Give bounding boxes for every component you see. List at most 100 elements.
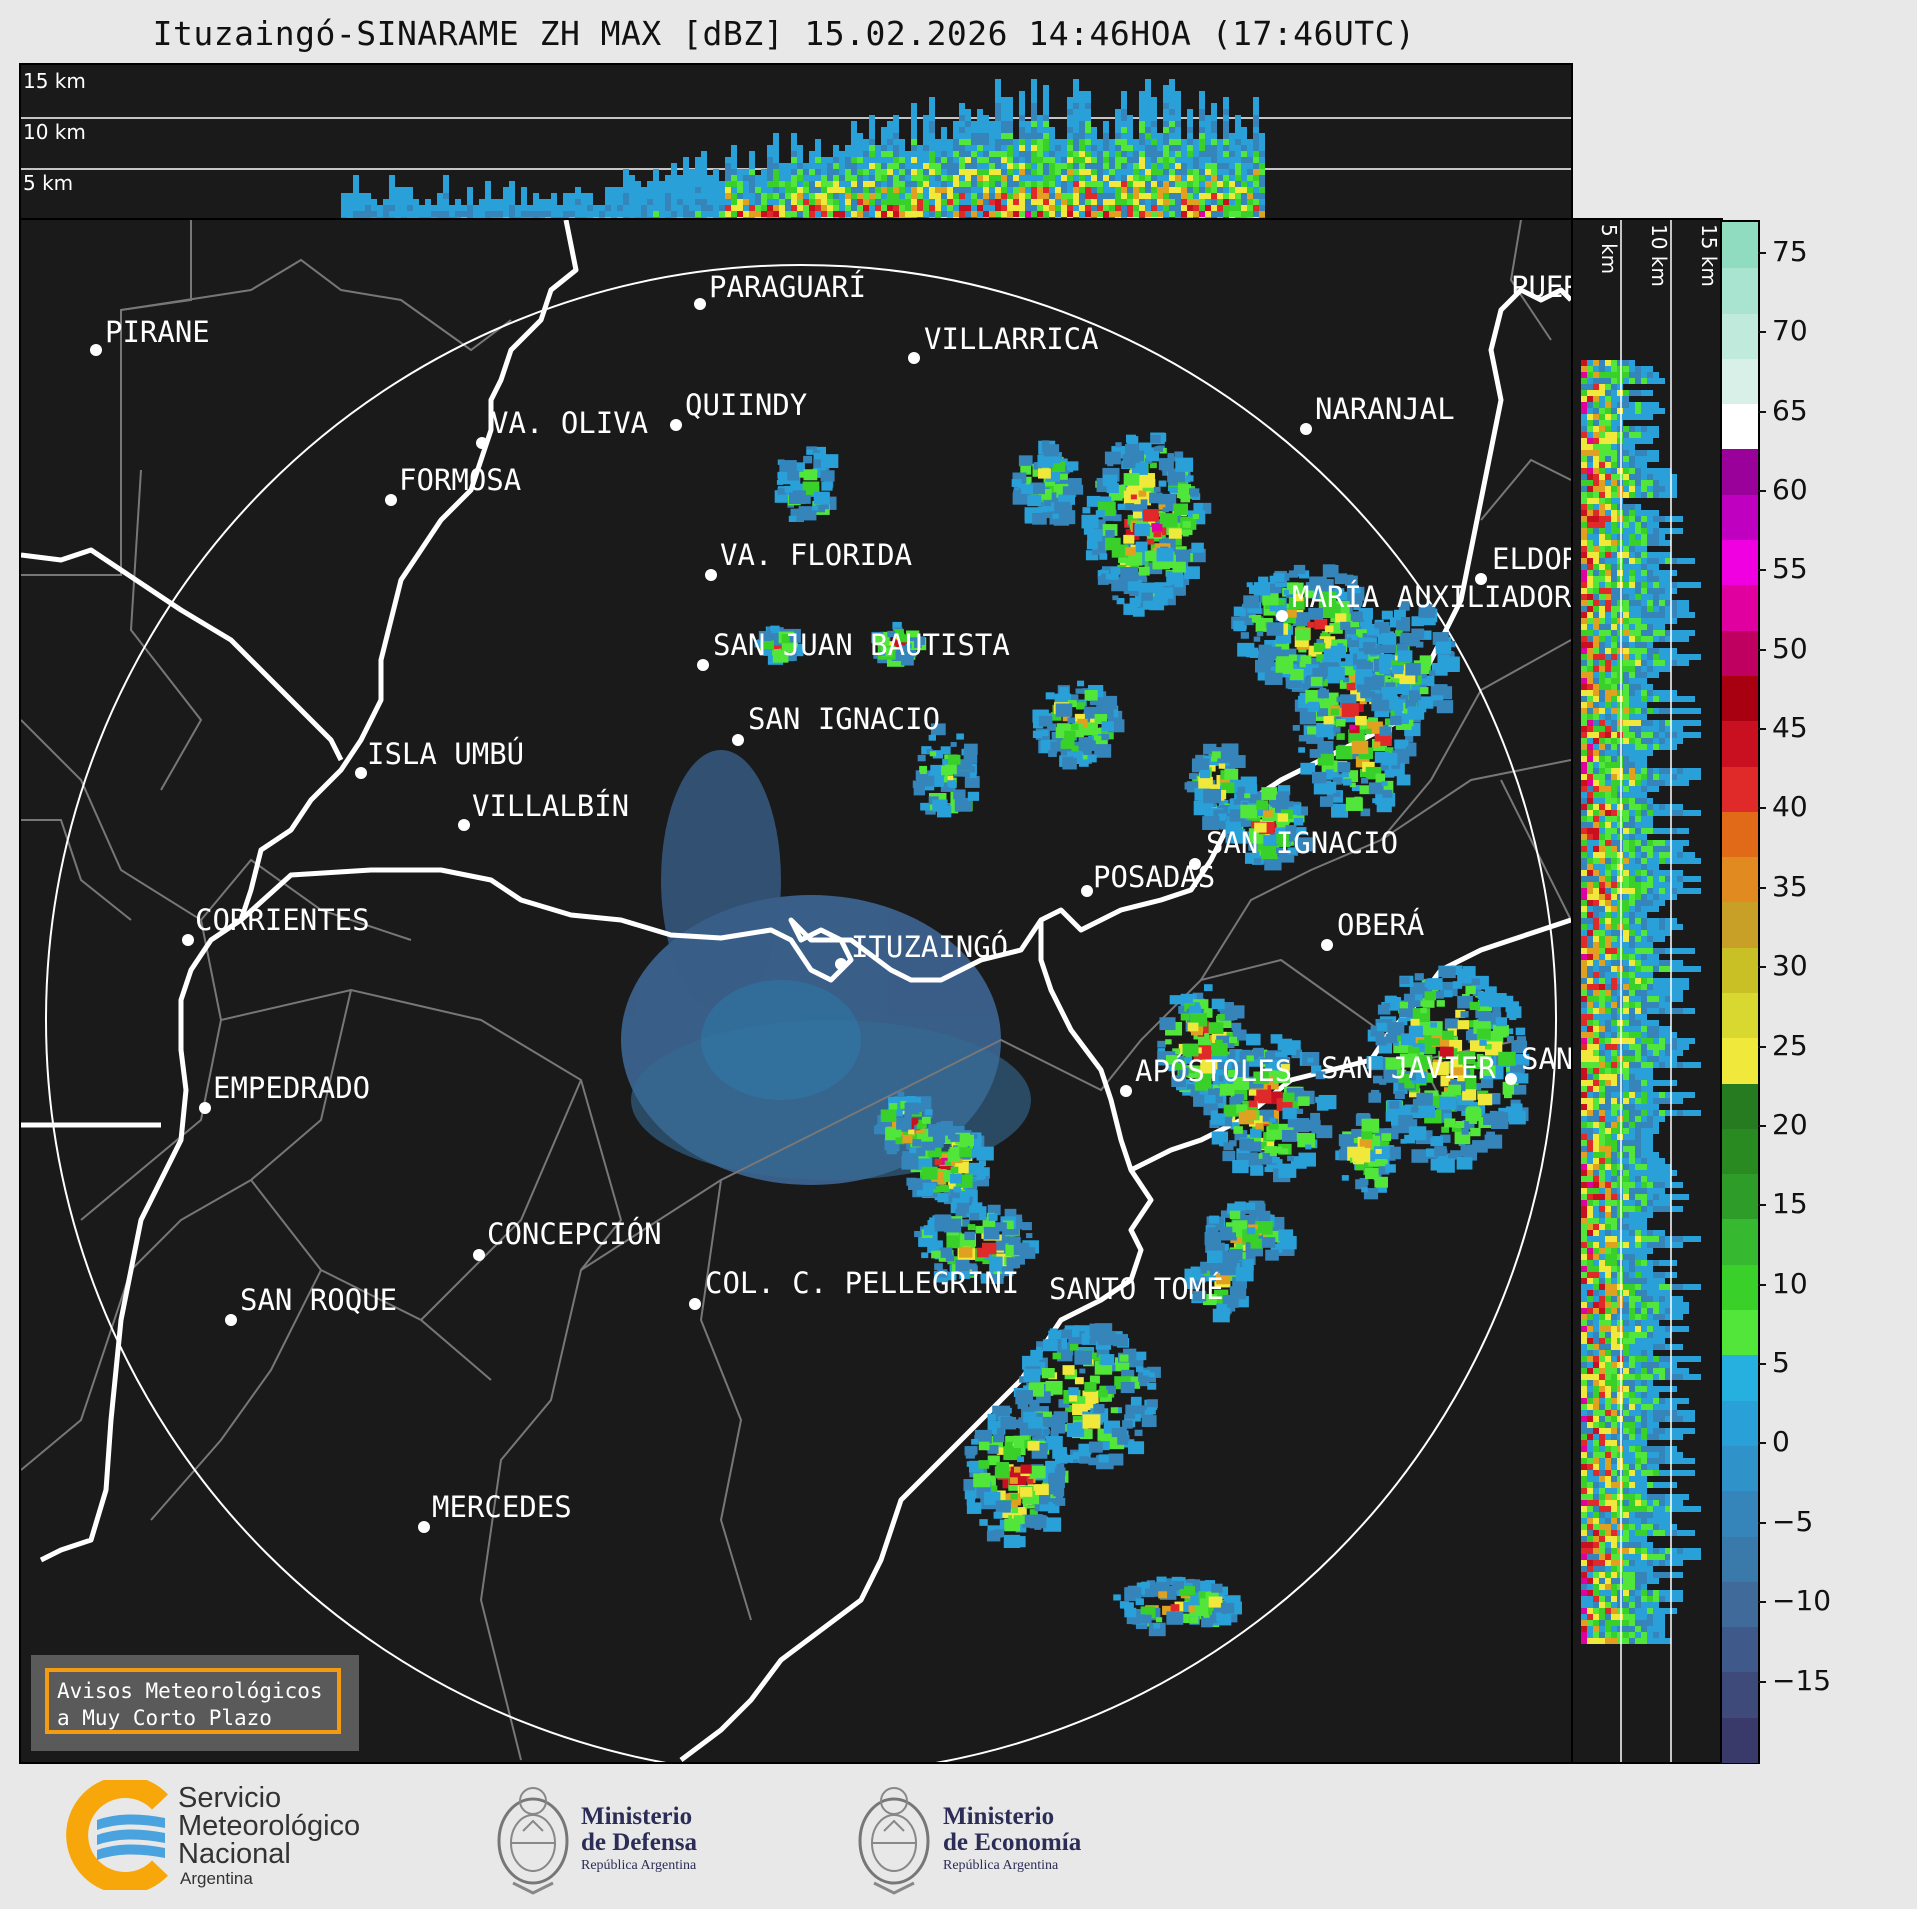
city-label-puerto: PUER: [1511, 270, 1571, 304]
city-dot-san-ignacio-ar: [1189, 858, 1201, 870]
city-dot-pirane: [90, 344, 102, 356]
warning-line-2: a Muy Corto Plazo: [57, 1706, 272, 1730]
city-dot-villarrica: [908, 352, 920, 364]
warning-badge: Avisos Meteorológicos a Muy Corto Plazo: [31, 1655, 359, 1751]
city-dot-isla-umbu: [355, 767, 367, 779]
city-dot-san: [1505, 1073, 1517, 1085]
colorbar-segment: [1722, 1490, 1758, 1537]
colorbar-segment: [1722, 403, 1758, 450]
city-label-san-roque: SAN ROQUE: [240, 1283, 398, 1317]
colorbar-tick: [1758, 966, 1766, 969]
height-label-15km: 15 km: [23, 69, 86, 93]
city-dot-maria-auxiliadora: [1276, 610, 1288, 622]
colorbar-tick: [1758, 1363, 1766, 1366]
city-label-eldorado: ELDOR: [1492, 542, 1573, 576]
range-ring: [45, 264, 1557, 1762]
city-dot-obera: [1321, 939, 1333, 951]
colorbar-tick: [1758, 410, 1766, 413]
colorbar-segment: [1722, 1127, 1758, 1175]
colorbar-segment: [1722, 584, 1758, 631]
colorbar-tick: [1758, 1680, 1766, 1683]
dbz-colorbar: [1720, 220, 1760, 1764]
city-dot-corrientes: [182, 934, 194, 946]
city-label-posadas: POSADAS: [1093, 860, 1216, 894]
admin-boundaries: [21, 220, 1571, 1761]
city-label-col-pellegrini: COL. C. PELLEGRINI: [705, 1266, 1020, 1300]
colorbar-tick-label: 5: [1772, 1346, 1790, 1380]
colorbar-tick-label: 55: [1772, 552, 1808, 586]
city-dot-villalbin: [458, 819, 470, 831]
side-height-profile: 5 km 10 km 15 km: [1569, 218, 1723, 1764]
colorbar-segment: [1722, 1218, 1758, 1265]
smn-line2: Meteorológico: [178, 1810, 361, 1842]
colorbar-segment: [1722, 856, 1758, 903]
city-label-naranjal: NARANJAL: [1315, 392, 1455, 426]
defensa-line2: de Defensa: [581, 1829, 697, 1856]
economia-seal-icon: [858, 1787, 930, 1895]
colorbar-segment: [1722, 1354, 1758, 1401]
colorbar-tick: [1758, 886, 1766, 889]
colorbar-segment: [1722, 448, 1758, 495]
height-label-5km-side: 5 km: [1597, 224, 1621, 275]
colorbar-tick: [1758, 1204, 1766, 1207]
smn-line1: Servicio: [178, 1782, 282, 1814]
precipitation-echoes: [754, 432, 1530, 1637]
city-label-villalbin: VILLALBÍN: [472, 789, 630, 823]
height-label-15km-side: 15 km: [1697, 224, 1721, 287]
colorbar-segment: [1722, 1626, 1758, 1673]
colorbar-tick-label: 25: [1772, 1028, 1808, 1062]
city-dot-va-oliva: [476, 437, 488, 449]
city-label-pirane: PIRANE: [105, 315, 210, 349]
city-label-isla-umbu: ISLA UMBÚ: [367, 737, 525, 771]
colorbar-segment: [1722, 1716, 1758, 1763]
colorbar-segment: [1722, 222, 1758, 269]
colorbar-segment: [1722, 312, 1758, 359]
economia-line3: República Argentina: [943, 1858, 1059, 1873]
colorbar-tick: [1758, 489, 1766, 492]
page-title: Ituzaingó-SINARAME ZH MAX [dBZ] 15.02.20…: [152, 14, 1416, 53]
colorbar-tick: [1758, 1124, 1766, 1127]
city-label-ituzaingo: ITUZAINGÓ: [851, 930, 1009, 964]
colorbar-segment: [1722, 1671, 1758, 1718]
colorbar-segment: [1722, 1082, 1758, 1129]
city-dot-concepcion: [473, 1249, 485, 1261]
city-label-san-ignacio-ar: SAN IGNACIO: [1206, 826, 1399, 860]
colorbar-tick: [1758, 807, 1766, 810]
colorbar-tick: [1758, 251, 1766, 254]
colorbar-tick-label: 35: [1772, 869, 1808, 903]
colorbar-tick: [1758, 569, 1766, 572]
side-profile-echoes: [1581, 220, 1701, 1762]
top-height-profile: 15 km 10 km 5 km: [19, 63, 1573, 221]
colorbar-tick-label: 65: [1772, 393, 1808, 427]
city-label-san-juan-bautista: SAN JUAN BAUTISTA: [713, 628, 1010, 662]
city-dot-eldorado: [1475, 573, 1487, 585]
colorbar-segment: [1722, 1173, 1758, 1220]
colorbar-segment: [1722, 1580, 1758, 1628]
colorbar-tick-label: 45: [1772, 711, 1808, 745]
colorbar-tick-label: −10: [1772, 1584, 1832, 1618]
colorbar-tick-label: 10: [1772, 1266, 1808, 1300]
colorbar-tick-label: 50: [1772, 631, 1808, 665]
city-dot-mercedes: [418, 1521, 430, 1533]
colorbar-segment: [1722, 810, 1758, 858]
colorbar-tick-label: 0: [1772, 1425, 1790, 1459]
defensa-line1: Ministerio: [581, 1803, 693, 1830]
colorbar-tick: [1758, 728, 1766, 731]
city-dot-apostoles: [1120, 1085, 1132, 1097]
city-dot-ituzaingo: [835, 958, 847, 970]
colorbar-tick: [1758, 1601, 1766, 1604]
smn-line3: Nacional: [178, 1838, 291, 1870]
colorbar-tick-label: −15: [1772, 1663, 1832, 1697]
city-dot-san-ignacio-py: [732, 734, 744, 746]
city-label-mercedes: MERCEDES: [432, 1490, 572, 1524]
city-dot-va-florida: [705, 569, 717, 581]
economia-line1: Ministerio: [943, 1803, 1055, 1830]
city-dot-quiindy: [670, 419, 682, 431]
colorbar-tick: [1758, 648, 1766, 651]
colorbar-segment: [1722, 1037, 1758, 1084]
economia-logo-text: Ministerio de Economía República Argenti…: [943, 1804, 1081, 1876]
colorbar-tick: [1758, 1521, 1766, 1524]
colorbar-tick-label: −5: [1772, 1504, 1814, 1538]
colorbar-segment: [1722, 539, 1758, 586]
city-label-maria-auxiliadora: MARÍA AUXILIADORA: [1292, 580, 1573, 614]
